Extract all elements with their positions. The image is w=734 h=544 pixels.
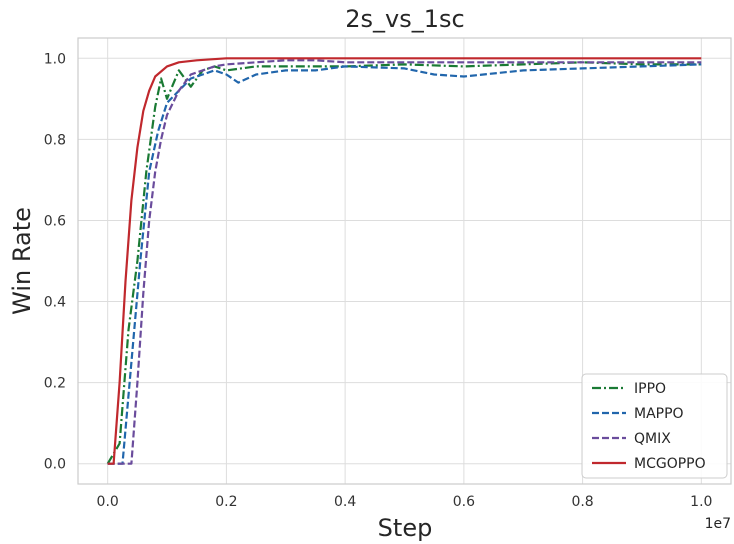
x-axis-offset-label: 1e7 <box>705 516 731 532</box>
x-axis-ticks: 0.0 0.2 0.4 0.6 0.8 1.0 <box>97 494 713 510</box>
x-tick-label: 0.0 <box>97 494 119 510</box>
y-tick-label: 0.0 <box>44 457 66 473</box>
x-tick-label: 0.6 <box>453 494 475 510</box>
x-axis-label: Step <box>378 514 433 542</box>
plot-frame <box>77 37 732 485</box>
y-tick-label: 1.0 <box>44 51 66 67</box>
series-layer <box>106 57 702 465</box>
y-tick-label: 0.2 <box>44 376 66 392</box>
series-line-mappo <box>107 63 702 465</box>
y-axis-ticks: 0.0 0.2 0.4 0.6 0.8 1.0 <box>44 51 66 472</box>
x-tick-label: 0.4 <box>334 494 356 510</box>
series-line-qmix <box>107 59 702 465</box>
legend-box <box>581 373 728 479</box>
y-axis-label: Win Rate <box>8 207 36 315</box>
legend-label-mcgoppo: MCGOPPO <box>634 456 706 472</box>
x-tick-label: 0.8 <box>571 494 593 510</box>
y-tick-label: 0.4 <box>44 295 66 311</box>
chart-title: 2s_vs_1sc <box>345 5 464 33</box>
x-tick-label: 0.2 <box>215 494 237 510</box>
y-tick-label: 0.6 <box>44 213 66 229</box>
x-tick-label: 1.0 <box>690 494 712 510</box>
series-line-mcgoppo <box>107 57 702 465</box>
legend-label-mappo: MAPPO <box>634 406 684 422</box>
grid <box>78 38 731 484</box>
legend-label-ippo: IPPO <box>634 381 666 397</box>
legend: IPPO MAPPO QMIX MCGOPPO <box>581 373 728 479</box>
y-tick-label: 0.8 <box>44 132 66 148</box>
legend-items: IPPO MAPPO QMIX MCGOPPO <box>592 381 706 472</box>
legend-label-qmix: QMIX <box>634 431 671 447</box>
